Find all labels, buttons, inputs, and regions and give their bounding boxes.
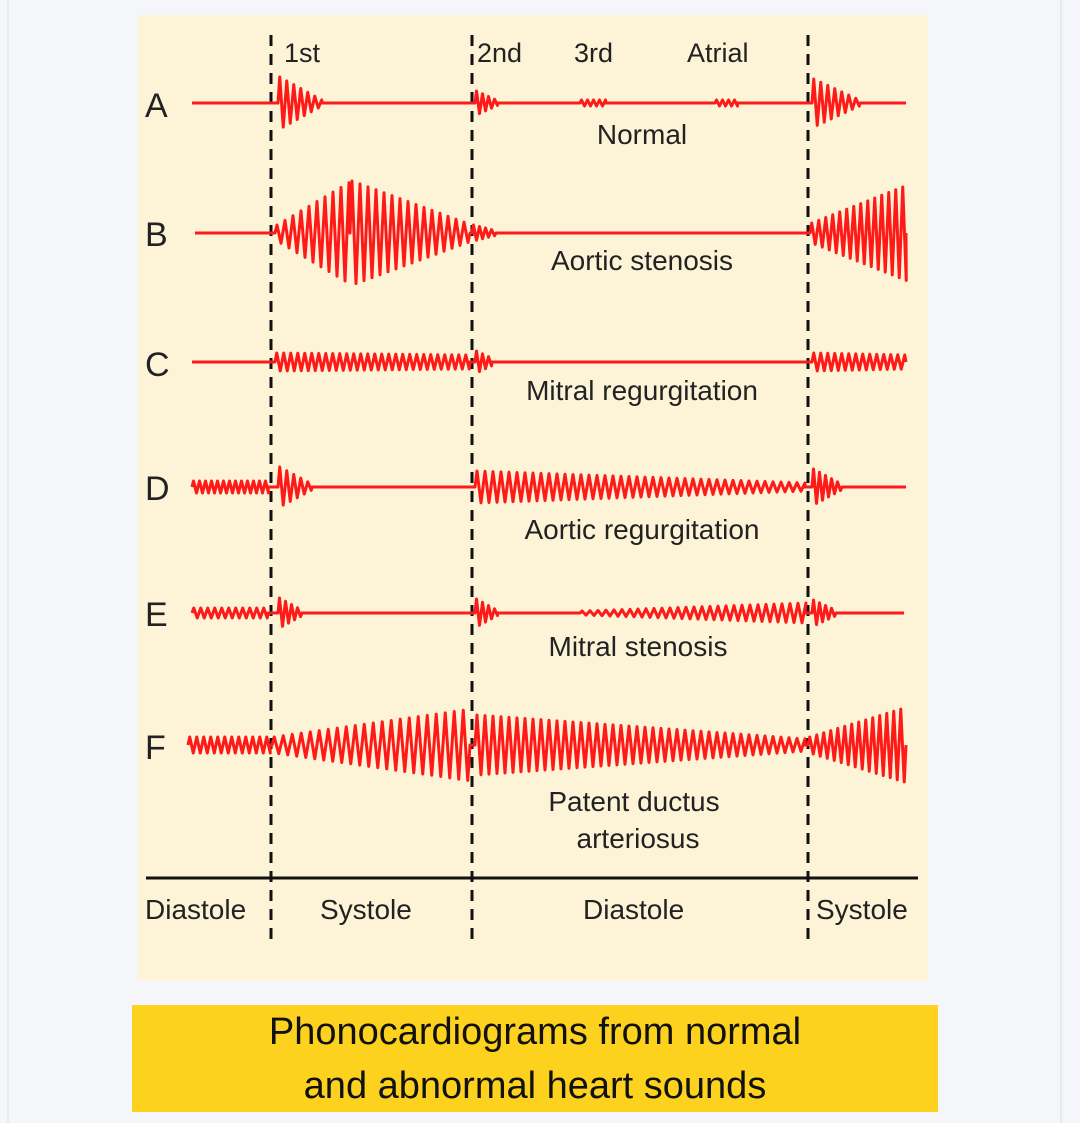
label-3rd: 3rd — [574, 38, 613, 68]
phase-systole-2: Systole — [816, 894, 908, 925]
waveform-row-c — [192, 349, 908, 374]
row-letter-d: D — [145, 470, 170, 508]
phase-systole-1: Systole — [320, 894, 412, 925]
row-letter-a: A — [145, 87, 168, 125]
waveform-row-e — [190, 596, 904, 628]
waveform-row-f — [186, 707, 908, 784]
waveform-row-b — [195, 179, 908, 286]
page-frame — [7, 0, 1062, 1123]
label-1st: 1st — [284, 38, 321, 68]
row-letter-c: C — [145, 346, 170, 384]
row-name-f-line2: arteriosus — [577, 823, 700, 854]
caption-line-1: Phonocardiograms from normal — [268, 1011, 802, 1053]
caption-line-2: and abnormal heart sounds — [303, 1065, 767, 1107]
row-name-c: Mitral regurgitation — [526, 375, 758, 406]
waveform-row-a — [192, 75, 906, 129]
caption-banner: Phonocardiograms from normal and abnorma… — [132, 1005, 938, 1112]
row-name-b: Aortic stenosis — [551, 245, 733, 276]
row-name-d: Aortic regurgitation — [524, 514, 759, 545]
row-letter-e: E — [145, 596, 168, 634]
row-name-a: Normal — [597, 119, 687, 150]
row-letter-f: F — [145, 729, 166, 767]
phase-diastole-1: Diastole — [145, 894, 246, 925]
waveform-row-d — [190, 465, 906, 507]
row-name-e: Mitral stenosis — [549, 631, 728, 662]
label-2nd: 2nd — [477, 38, 522, 68]
phase-diastole-2: Diastole — [583, 894, 684, 925]
label-atrial: Atrial — [687, 38, 749, 68]
row-name-f-line1: Patent ductus — [548, 786, 719, 817]
row-letter-b: B — [145, 216, 168, 254]
